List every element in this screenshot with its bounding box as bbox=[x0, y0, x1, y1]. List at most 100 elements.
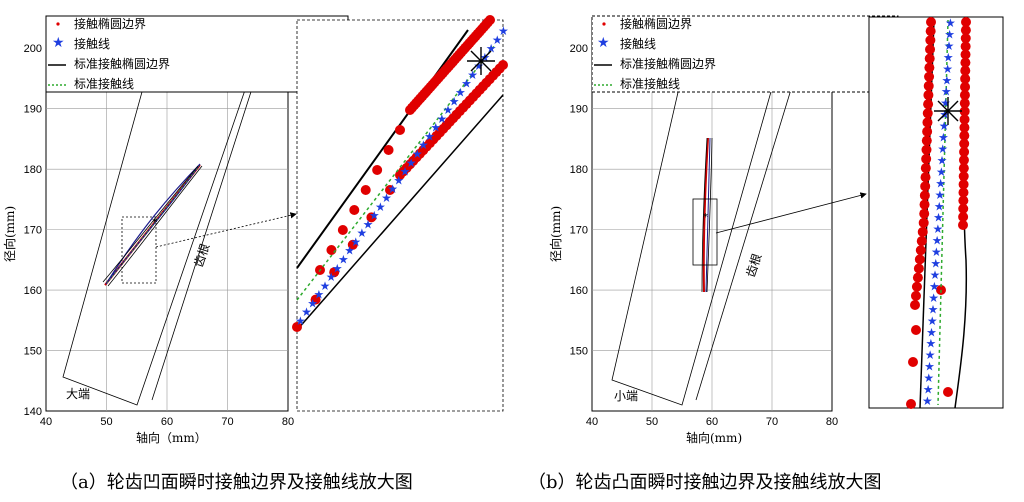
boundary-point bbox=[959, 138, 970, 149]
legend-item: 接触线 bbox=[620, 36, 656, 51]
boundary-point bbox=[922, 117, 933, 128]
boundary-point bbox=[960, 41, 971, 52]
boundary-point bbox=[920, 163, 931, 174]
boundary-point bbox=[923, 80, 934, 91]
contact-line-point: ★ bbox=[942, 73, 953, 87]
contact-line-point: ★ bbox=[436, 112, 447, 126]
boundary-point bbox=[911, 325, 921, 335]
boundary-point bbox=[958, 163, 969, 174]
boundary-point bbox=[960, 65, 971, 76]
contact-line-point: ★ bbox=[375, 200, 386, 214]
contact-line-point: ★ bbox=[928, 291, 939, 305]
boundary-point bbox=[915, 245, 926, 256]
contact-line-point: ★ bbox=[301, 305, 312, 319]
x-tick-label: 70 bbox=[766, 416, 778, 428]
boundary-point bbox=[360, 185, 371, 195]
contact-line-point: ★ bbox=[929, 279, 940, 293]
boundary-point bbox=[921, 135, 932, 146]
contact-line-point: ★ bbox=[934, 199, 945, 213]
boundary-point bbox=[960, 57, 971, 68]
boundary-point bbox=[910, 290, 921, 301]
standard-boundary-line bbox=[296, 94, 504, 331]
contact-line-point: ★ bbox=[930, 257, 941, 271]
boundary-point bbox=[959, 90, 970, 101]
contact-line-point: ★ bbox=[350, 235, 361, 249]
center-marker bbox=[937, 100, 959, 122]
contact-line-point: ★ bbox=[928, 302, 939, 316]
boundary-point bbox=[924, 62, 935, 73]
boundary-point bbox=[919, 199, 930, 210]
boundary-point bbox=[916, 236, 927, 247]
boundary-point bbox=[922, 126, 933, 137]
contact-line-point: ★ bbox=[338, 252, 349, 266]
boundary-point bbox=[908, 357, 918, 367]
boundary-point bbox=[926, 17, 936, 27]
contact-line-point: ★ bbox=[945, 16, 956, 30]
boundary-point bbox=[385, 185, 395, 195]
zoom-inset-b: ★★★★★★★★★★★★★★★★★★★★★★★★★★★★★★★★★★ bbox=[868, 16, 1004, 409]
boundary-point bbox=[925, 44, 936, 55]
contact-line-point: ★ bbox=[473, 59, 484, 73]
standard-contact-line bbox=[937, 19, 949, 406]
boundary-point bbox=[906, 399, 916, 409]
contact-line-point: ★ bbox=[449, 94, 460, 108]
legend-b: ★ 接触椭圆边界 接触线 标准接触椭圆边界 标准接触线 bbox=[591, 15, 899, 93]
contact-line-point: ★ bbox=[923, 383, 934, 397]
legend-item: 接触椭圆边界 bbox=[74, 16, 146, 31]
x-tick-label: 80 bbox=[826, 416, 838, 428]
boundary-point bbox=[960, 73, 971, 84]
contact-line-point: ★ bbox=[430, 121, 441, 135]
contact-line-point: ★ bbox=[937, 153, 948, 167]
x-tick-label: 60 bbox=[161, 416, 173, 428]
tooth-outline-b bbox=[611, 39, 801, 406]
tick-labels-b: 40 50 60 70 80 150 160 170 180 190 200 bbox=[570, 43, 838, 428]
ylabel-b: 径向(mm) bbox=[548, 206, 563, 262]
y-tick-label: 190 bbox=[24, 104, 42, 116]
boundary-point bbox=[923, 90, 934, 101]
boundary-point bbox=[383, 145, 394, 155]
contact-line-point: ★ bbox=[937, 142, 948, 156]
contact-line-point: ★ bbox=[486, 42, 497, 56]
x-tick-label: 40 bbox=[586, 416, 598, 428]
y-tick-label: 160 bbox=[570, 285, 588, 297]
boundary-point bbox=[959, 146, 970, 157]
contact-line-point: ★ bbox=[932, 234, 943, 248]
contact-line-point: ★ bbox=[938, 131, 949, 145]
boundary-point bbox=[958, 171, 969, 182]
boundary-point bbox=[925, 26, 936, 37]
boundary-point bbox=[914, 254, 925, 265]
boundary-point bbox=[913, 263, 924, 274]
x-tick-label: 70 bbox=[221, 416, 233, 428]
legend-item: 标准接触椭圆边界 bbox=[74, 56, 170, 71]
boundary-point bbox=[921, 153, 932, 164]
zoom-inset-a: ★★★★★★★★★★★★★★★★★★★★★★★★★★★★★★★★★★ bbox=[292, 15, 509, 412]
contact-line-point: ★ bbox=[932, 222, 943, 236]
contact-line-point: ★ bbox=[941, 85, 952, 99]
boundary-point bbox=[911, 281, 922, 292]
contact-line-point: ★ bbox=[326, 270, 337, 284]
contact-line-point: ★ bbox=[939, 119, 950, 133]
y-tick-label: 150 bbox=[24, 346, 42, 358]
contact-line-point: ★ bbox=[344, 244, 355, 258]
boundary-point bbox=[925, 35, 936, 46]
boundary-point bbox=[958, 179, 969, 190]
svg-text:*: * bbox=[152, 216, 158, 229]
contact-line-point: ★ bbox=[393, 173, 404, 187]
boundary-point bbox=[349, 205, 360, 215]
boundary-point bbox=[919, 208, 930, 219]
contact-line-point: ★ bbox=[924, 360, 935, 374]
contact-line-point: ★ bbox=[400, 165, 411, 179]
svg-text:*: * bbox=[703, 212, 708, 223]
contact-line-point: ★ bbox=[461, 77, 472, 91]
annotation-small-end: 小端 bbox=[614, 389, 638, 403]
boundary-point bbox=[910, 300, 920, 310]
legend-marker-star-icon: ★ bbox=[52, 35, 65, 51]
contact-line-point: ★ bbox=[418, 138, 429, 152]
legend-item: 标准接触线 bbox=[620, 76, 680, 91]
legend-item: 标准接触椭圆边界 bbox=[620, 56, 716, 71]
x-tick-label: 80 bbox=[282, 416, 294, 428]
boundary-point bbox=[372, 165, 383, 175]
contact-line-point: ★ bbox=[363, 217, 374, 231]
